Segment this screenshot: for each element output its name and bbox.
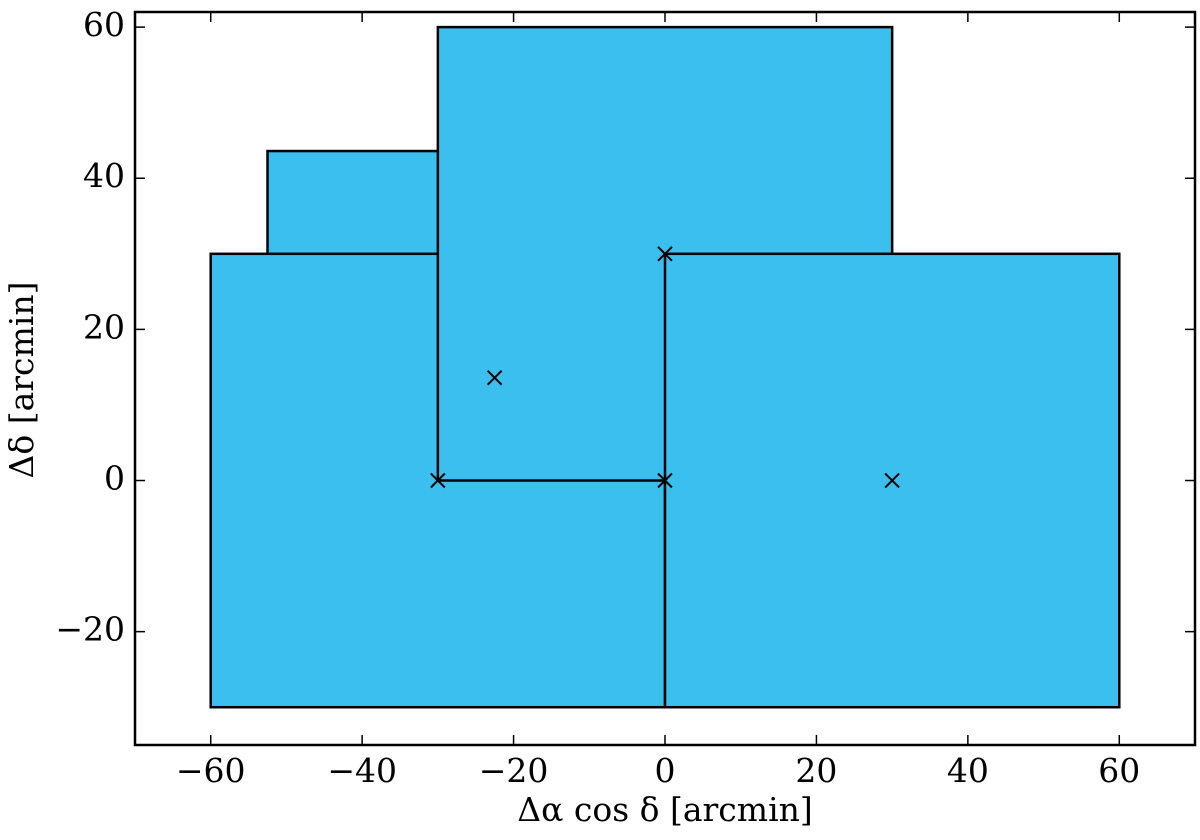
- x-tick-label: 40: [947, 751, 989, 790]
- marker: [430, 472, 446, 489]
- marker: [486, 370, 503, 386]
- marker: [657, 246, 673, 262]
- x-tick-label: 20: [795, 751, 837, 790]
- y-tick-label: 20: [83, 307, 125, 346]
- x-axis-label: Δα cos δ [arcmin]: [517, 790, 813, 829]
- y-tick-label: −20: [55, 610, 125, 649]
- y-tick-label: 40: [83, 156, 125, 195]
- x-tick-label: −40: [327, 751, 397, 790]
- x-tick-label: 60: [1098, 751, 1140, 790]
- y-axis-label: Δδ [arcmin]: [2, 282, 41, 479]
- y-tick-label: 0: [104, 459, 125, 498]
- x-tick-label: −60: [176, 751, 246, 790]
- x-tick-label: −20: [479, 751, 549, 790]
- x-tick-label: 0: [655, 751, 676, 790]
- marker: [884, 472, 900, 489]
- marker: [657, 472, 673, 489]
- y-tick-label: 60: [83, 5, 125, 44]
